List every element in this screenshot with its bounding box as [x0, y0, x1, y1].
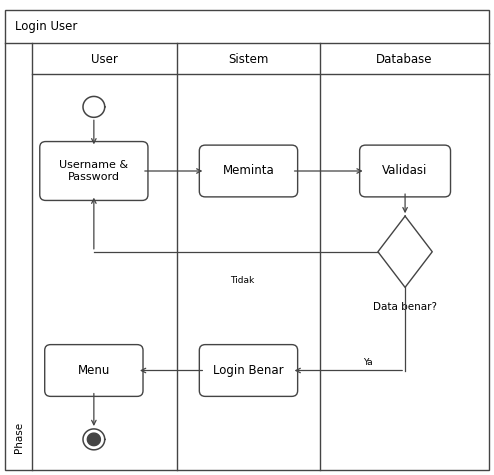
Text: Database: Database	[376, 53, 433, 66]
FancyBboxPatch shape	[45, 345, 143, 396]
Polygon shape	[87, 433, 100, 446]
Text: User: User	[91, 53, 118, 66]
FancyBboxPatch shape	[40, 142, 148, 200]
FancyBboxPatch shape	[199, 145, 297, 197]
Text: Login User: Login User	[15, 19, 77, 33]
FancyBboxPatch shape	[360, 145, 451, 197]
FancyBboxPatch shape	[199, 345, 297, 396]
Text: Login Benar: Login Benar	[213, 364, 284, 377]
Text: Phase: Phase	[14, 421, 24, 453]
Text: Validasi: Validasi	[382, 164, 428, 178]
Text: Sistem: Sistem	[228, 53, 269, 66]
Text: Ya: Ya	[363, 358, 373, 367]
Text: Username &
Password: Username & Password	[59, 160, 128, 182]
Text: Data benar?: Data benar?	[373, 302, 437, 312]
Text: Meminta: Meminta	[223, 164, 274, 178]
FancyBboxPatch shape	[5, 10, 489, 470]
Text: Menu: Menu	[78, 364, 110, 377]
Text: Tidak: Tidak	[230, 276, 254, 285]
